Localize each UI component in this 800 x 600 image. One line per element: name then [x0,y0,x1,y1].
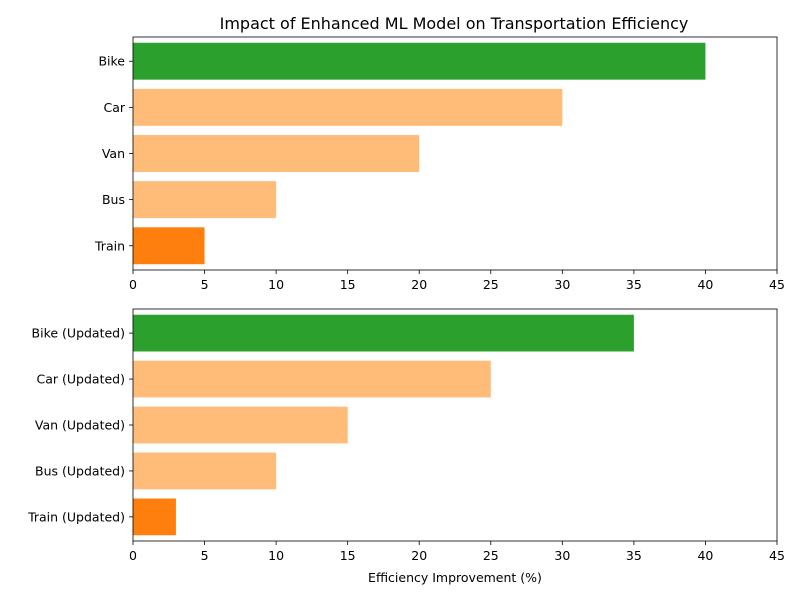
x-tick-label: 5 [201,548,209,563]
bar-bus [133,181,277,219]
x-tick-label: 15 [340,548,356,563]
top-chart-panel: Bike Car Van Bus Train 0 5 10 15 20 25 30 35 40 45 [94,36,785,292]
bar-van-updated [133,406,348,444]
x-tick-label: 25 [483,277,499,292]
plot-frame [132,308,778,542]
x-tick-label: 10 [268,548,284,563]
y-tick-label: Van (Updated) [35,418,125,433]
x-tick-label: 40 [697,277,713,292]
y-tick-label: Bike (Updated) [32,326,125,341]
x-tick-label: 40 [697,548,713,563]
bar-van [133,135,420,172]
x-tick-label: 0 [129,548,137,563]
bottom-chart-panel: Bike (Updated) Car (Updated) Van (Updated)… [27,308,785,585]
bar-bus-updated [133,452,277,490]
y-tick-label: Train (Updated) [27,509,125,524]
y-tick-label: Bus (Updated) [35,463,125,478]
y-tick-label: Bus [102,192,125,207]
y-tick-label: Car (Updated) [37,372,125,387]
bar-bike-updated [133,314,634,352]
x-tick-label: 35 [626,277,642,292]
bar-train-updated [133,498,176,536]
x-tick-label: 20 [411,548,427,563]
x-tick-label: 30 [554,277,570,292]
bar-car-updated [133,360,491,398]
x-tick-label: 5 [201,277,209,292]
x-tick-label: 35 [626,548,642,563]
bar-bike [133,42,706,80]
x-tick-label: 15 [340,277,356,292]
x-tick-label: 25 [483,548,499,563]
y-tick-label: Bike [98,54,125,69]
x-tick-label: 30 [554,548,570,563]
bar-train [133,227,205,265]
x-tick-label: 10 [268,277,284,292]
bar-car [133,88,563,126]
chart-title: Impact of Enhanced ML Model on Transport… [220,14,689,33]
x-tick-label: 45 [769,548,785,563]
y-tick-label: Train [94,238,125,253]
y-tick-label: Car [103,100,125,115]
y-tick-label: Van [102,146,125,161]
x-axis-label: Efficiency Improvement (%) [368,570,542,585]
plot-frame [132,36,778,271]
x-tick-label: 0 [129,277,137,292]
x-tick-label: 45 [769,277,785,292]
x-tick-label: 20 [411,277,427,292]
